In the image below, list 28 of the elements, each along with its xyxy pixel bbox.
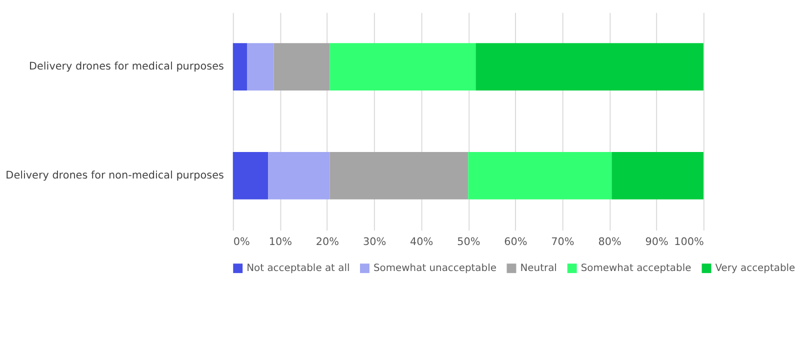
bar (247, 43, 274, 90)
x-tick-label: 100% (674, 236, 704, 248)
x-tick-label: 80% (598, 236, 622, 248)
legend-label: Somewhat unacceptable (373, 263, 496, 274)
x-tick-label: 0% (233, 236, 250, 248)
x-tick-label: 90% (645, 236, 669, 248)
x-tick-label: 40% (410, 236, 434, 248)
bar (268, 152, 330, 200)
bar (274, 43, 330, 90)
x-tick-label: 20% (316, 236, 340, 248)
bar (612, 152, 704, 200)
bar (468, 152, 612, 200)
legend-label: Somewhat acceptable (580, 263, 692, 274)
bar (330, 152, 468, 200)
x-tick-label: 50% (457, 236, 480, 248)
x-tick-label: 10% (268, 236, 292, 248)
legend-label: Neutral (520, 263, 557, 274)
bar (232, 152, 268, 200)
legend-label: Very acceptable (715, 263, 796, 274)
y-tick-label: Delivery drones for non-medical purposes (6, 170, 224, 182)
bar (476, 43, 704, 90)
legend-label: Not acceptable at all (246, 263, 350, 274)
bar (330, 43, 476, 90)
x-tick-label: 70% (551, 236, 574, 248)
x-tick-label: 60% (504, 236, 528, 248)
y-tick-label: Delivery drones for medical purposes (29, 60, 224, 73)
bar (232, 43, 248, 90)
x-tick-label: 30% (362, 236, 386, 248)
